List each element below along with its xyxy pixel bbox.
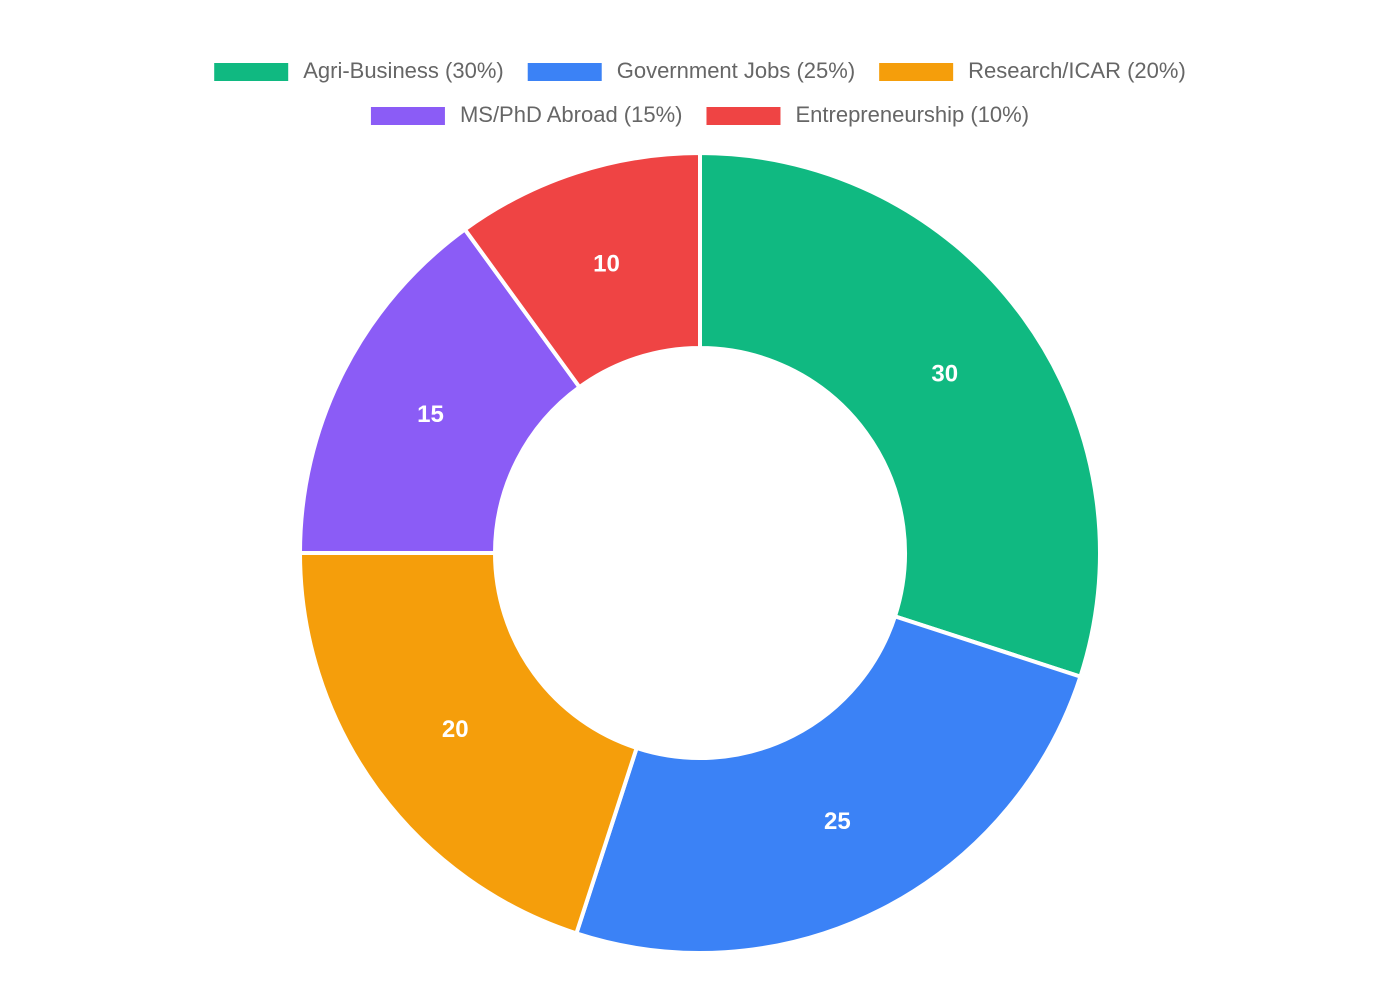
legend-label: MS/PhD Abroad (15%): [460, 102, 683, 127]
legend-swatch: [706, 107, 781, 125]
legend-item: Agri-Business (30%): [214, 58, 504, 83]
slice: [297, 226, 583, 555]
legend-label: Research/ICAR (20%): [968, 58, 1186, 83]
legend-swatch: [370, 107, 445, 125]
slice: [698, 150, 1102, 680]
legend-label: Government Jobs (25%): [617, 58, 855, 83]
slice: [297, 551, 640, 936]
legend-swatch: [527, 63, 602, 81]
value-label: 10: [593, 251, 620, 278]
legend-item: MS/PhD Abroad (15%): [370, 102, 683, 127]
legend-item: Research/ICAR (20%): [879, 58, 1186, 83]
legend-swatch: [214, 63, 289, 81]
slice: [573, 613, 1083, 955]
legend-label: Entrepreneurship (10%): [795, 102, 1029, 127]
value-label: 20: [442, 716, 469, 743]
value-label: 25: [824, 808, 851, 835]
value-label: 30: [931, 361, 958, 388]
legend-swatch: [879, 63, 954, 81]
legend-item: Government Jobs (25%): [527, 58, 855, 83]
slice: [462, 150, 702, 390]
legend-item: Entrepreneurship (10%): [706, 102, 1029, 127]
legend-label: Agri-Business (30%): [303, 58, 504, 83]
value-label: 15: [417, 401, 444, 428]
